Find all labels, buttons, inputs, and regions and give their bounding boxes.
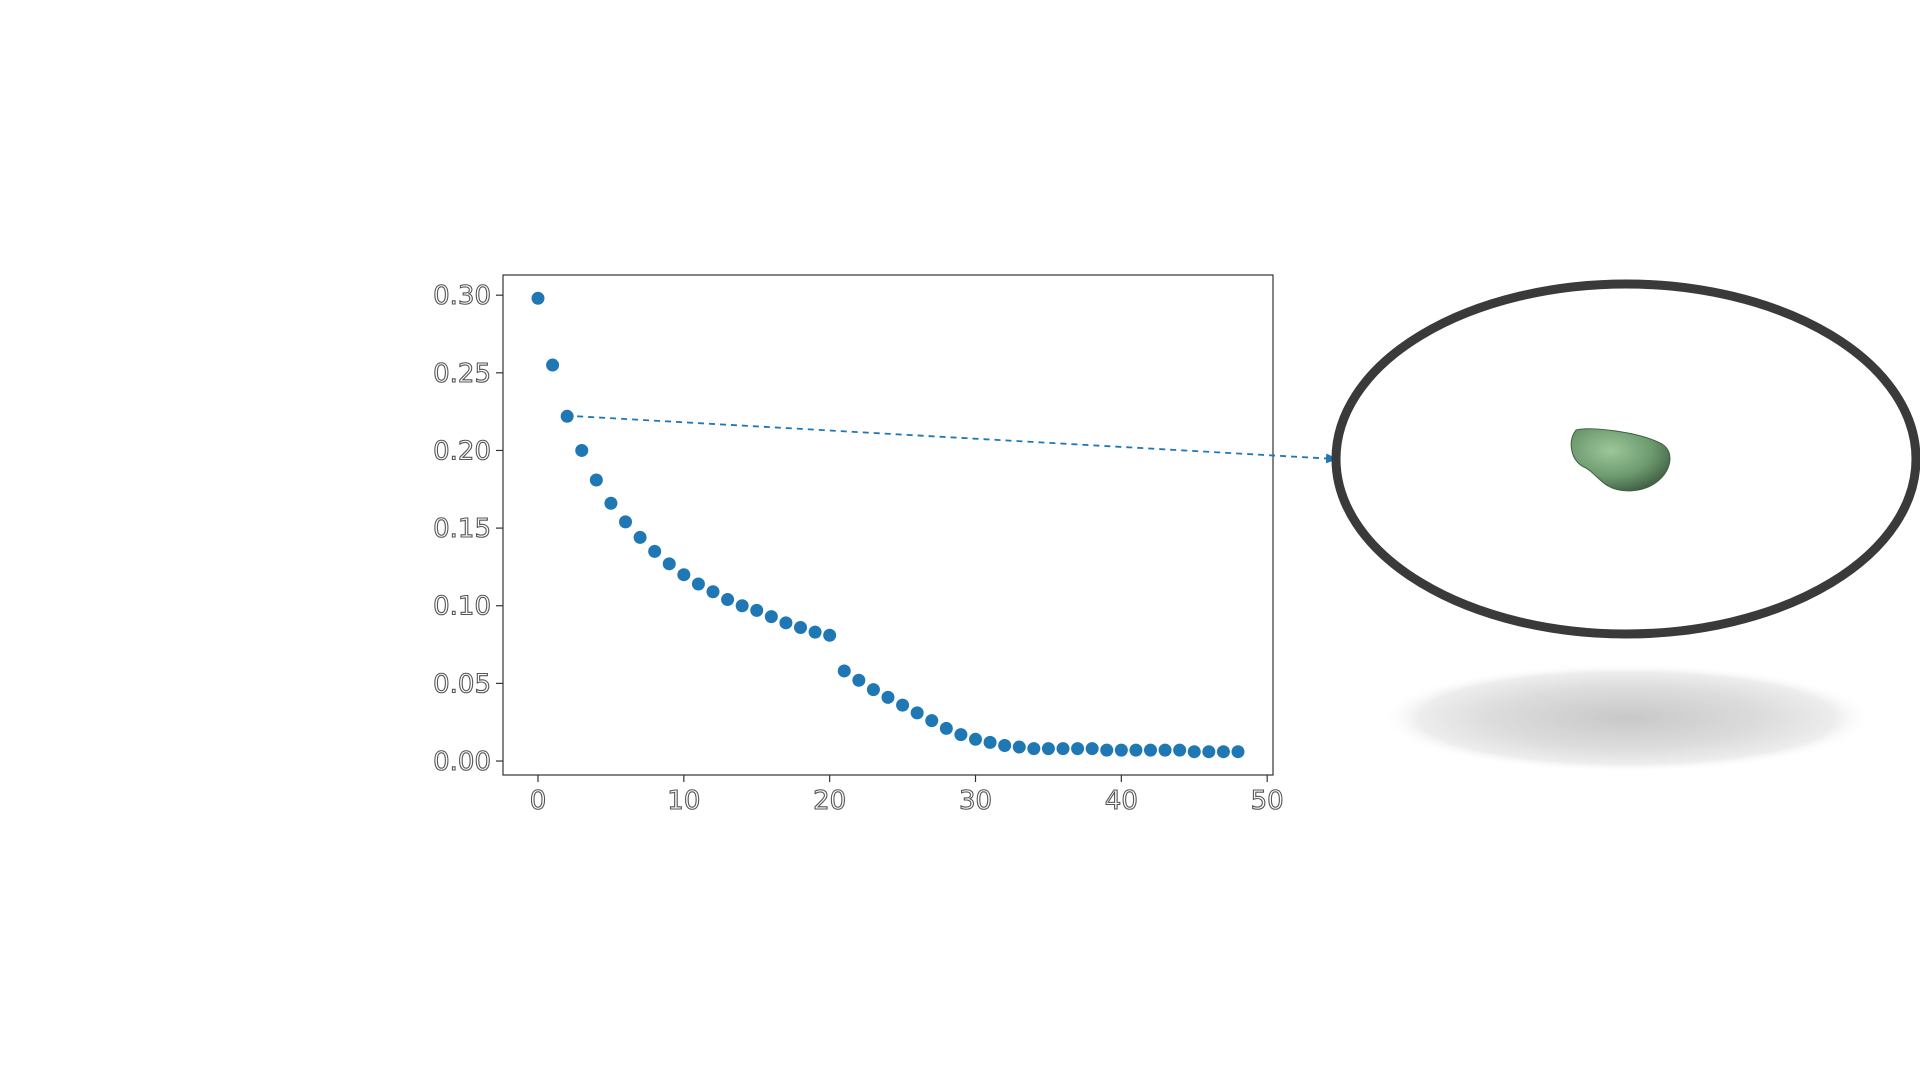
data-point (575, 443, 589, 457)
data-point (1056, 742, 1070, 756)
data-point (633, 530, 647, 544)
data-point (852, 673, 866, 687)
data-point (969, 732, 982, 746)
x-tick-label: 30 (959, 786, 992, 816)
data-point (560, 409, 574, 423)
y-tick-label: 0.25 (433, 359, 491, 389)
data-point (837, 664, 851, 678)
x-tick-label: 50 (1251, 786, 1284, 816)
y-tick-label: 0.00 (433, 747, 491, 777)
data-point (881, 690, 895, 704)
inset-shadow (1382, 664, 1872, 772)
data-point (925, 714, 939, 728)
data-point (735, 599, 749, 613)
data-point (998, 738, 1012, 752)
data-point (1158, 743, 1172, 757)
data-point (1041, 742, 1055, 756)
data-point (1027, 742, 1041, 756)
data-point (1012, 740, 1026, 754)
green-blob (1570, 428, 1671, 492)
data-point (794, 620, 807, 634)
x-tick-label: 10 (667, 786, 700, 816)
data-point (823, 628, 837, 642)
data-point (1202, 745, 1216, 759)
data-point (1187, 745, 1201, 759)
data-point (779, 616, 793, 630)
x-axis-ticks: 0 10 20 30 40 50 (529, 775, 1284, 817)
data-point (648, 544, 662, 558)
data-point (1114, 743, 1128, 757)
y-tick-label: 0.05 (433, 669, 491, 699)
data-point (662, 557, 676, 571)
data-point (866, 683, 880, 697)
inset-render (1331, 279, 1920, 772)
x-tick-label: 20 (813, 786, 846, 816)
data-point (764, 610, 778, 624)
data-point (589, 473, 603, 487)
data-point (808, 625, 822, 639)
data-point (1085, 742, 1099, 756)
y-tick-label: 0.15 (433, 514, 491, 544)
y-tick-label: 0.10 (433, 592, 491, 622)
data-point (1144, 743, 1157, 757)
data-point (1071, 742, 1085, 756)
data-point (691, 577, 705, 591)
y-tick-label: 0.20 (433, 436, 491, 466)
data-point (1100, 743, 1114, 757)
data-point (1216, 745, 1230, 759)
data-point (531, 291, 545, 305)
data-point (983, 735, 997, 749)
y-axis-ticks: 0.00 0.05 0.10 0.15 0.20 0.25 0.30 (433, 281, 503, 778)
data-point (896, 698, 910, 712)
x-tick-label: 40 (1105, 786, 1138, 816)
data-point (939, 721, 953, 735)
y-tick-label: 0.30 (433, 281, 491, 311)
x-tick-label: 0 (530, 786, 547, 816)
data-point (546, 358, 560, 372)
data-point (954, 728, 968, 742)
data-point (1129, 743, 1143, 757)
data-point (604, 496, 618, 510)
data-point (619, 515, 632, 529)
data-point (1231, 745, 1245, 759)
data-point (706, 585, 720, 599)
data-point (750, 603, 764, 617)
data-point (910, 706, 924, 720)
data-point (721, 593, 735, 607)
data-points (531, 291, 1245, 759)
data-point (1173, 743, 1187, 757)
data-point (677, 568, 691, 582)
annotation-arrow (577, 415, 1338, 464)
